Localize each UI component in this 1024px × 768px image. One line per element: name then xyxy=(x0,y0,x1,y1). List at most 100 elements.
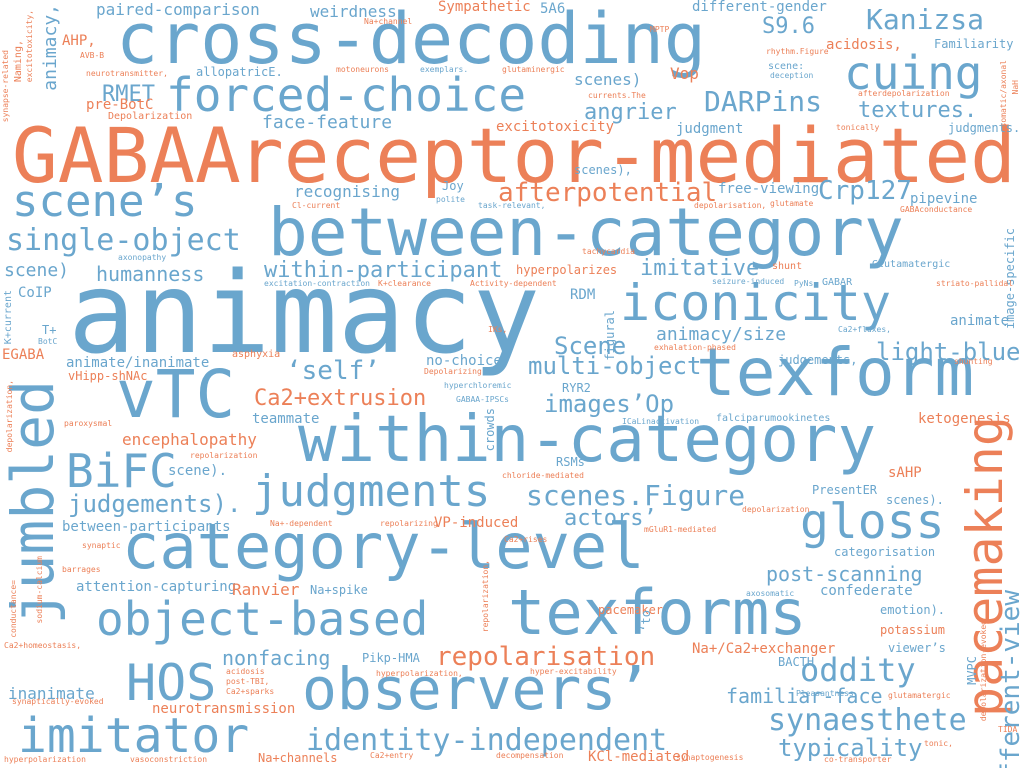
word: conductance= xyxy=(9,580,18,638)
word: RDM xyxy=(570,287,596,303)
word: depolarization xyxy=(742,505,810,514)
word: angrier xyxy=(584,100,677,125)
word: pipevine xyxy=(910,191,978,207)
word: repolarizing xyxy=(380,519,438,528)
word: Ca2+sparks xyxy=(226,687,275,696)
word: Ca2+rises xyxy=(504,535,548,544)
word: Scene xyxy=(554,332,627,360)
word: VP-induced xyxy=(434,515,519,531)
word: judgments xyxy=(252,466,491,517)
word: RYR2 xyxy=(562,381,591,395)
word: GABAA xyxy=(12,111,241,200)
word: Na+/Ca2+exchanger xyxy=(692,641,836,657)
word: RMET xyxy=(102,82,155,107)
word: animacy, xyxy=(40,4,61,91)
word: within-participant xyxy=(264,258,503,283)
word: pre-BotC xyxy=(86,97,154,113)
word: animate xyxy=(950,313,1010,329)
word: scenes), xyxy=(574,163,632,177)
word: scene). xyxy=(168,463,228,479)
word: tonically xyxy=(836,123,880,132)
word: potassium xyxy=(880,623,946,637)
word: tonic, xyxy=(924,739,953,748)
word: tachycardia xyxy=(582,247,635,256)
word: depolarisation, xyxy=(694,201,767,210)
word: GABAA-IPSCs xyxy=(456,395,509,404)
word: afterpotential xyxy=(498,178,718,208)
word: vasoconstriction xyxy=(130,755,208,764)
word: depolarization-evoked xyxy=(979,620,988,722)
word: scene’s xyxy=(12,176,198,227)
word: Vop xyxy=(670,64,699,83)
word: repolarization xyxy=(190,451,258,460)
word: rhythm.Figure xyxy=(766,47,829,56)
word: ketogenesis xyxy=(918,411,1011,427)
word: Glutamatergic xyxy=(872,259,951,270)
word: Naming, xyxy=(13,40,24,83)
word: somatic/axonal xyxy=(999,60,1008,128)
word: excitotoxicity xyxy=(496,119,615,135)
word: Na+channels xyxy=(258,751,338,765)
word: glutaminergic xyxy=(502,65,565,74)
word: Depolarizing xyxy=(424,367,482,376)
word: encephalopathy xyxy=(122,430,257,449)
word: iconicity xyxy=(620,274,891,332)
word: GABAconductance xyxy=(900,205,973,214)
word: imitator xyxy=(18,708,250,764)
word: T+ xyxy=(42,323,57,337)
word: synapse-related xyxy=(1,50,10,123)
word: chloride-mediated xyxy=(502,471,584,480)
word: seizure-induced xyxy=(712,277,785,286)
word: neurotransmitter, xyxy=(86,69,168,78)
word: barrages xyxy=(62,565,101,574)
word: decompensation xyxy=(496,751,564,760)
word: category-level xyxy=(122,510,645,583)
word: no-choice xyxy=(426,353,502,369)
word: textures. xyxy=(858,98,978,123)
word: teammate xyxy=(252,411,320,427)
word: scenes) xyxy=(574,70,642,89)
word: hyperpolarization xyxy=(4,755,86,764)
word: typicality xyxy=(778,734,923,762)
word: sAHP xyxy=(888,465,922,481)
word: DARPins xyxy=(704,85,823,118)
word: exemplars. xyxy=(420,65,469,74)
word: confederate xyxy=(820,583,913,599)
word: RSMs xyxy=(556,455,585,469)
word: shunting xyxy=(954,357,993,366)
word: scene: xyxy=(768,61,805,72)
word: oddity xyxy=(800,651,916,689)
word: different-gender xyxy=(692,0,827,15)
word: allopatricE. xyxy=(196,65,283,79)
word: Activity-dependent xyxy=(470,279,557,288)
word: excitation-contraction xyxy=(264,279,370,288)
word: synaesthete xyxy=(768,703,967,738)
word: Kanizsa xyxy=(866,3,985,36)
word: deception xyxy=(770,71,814,80)
word: synaptically-evoked xyxy=(12,697,104,706)
word: co-transporter xyxy=(824,755,892,764)
word: AVB-B xyxy=(80,51,105,60)
word: BotC xyxy=(38,337,58,346)
word: vHipp-shNAc xyxy=(68,369,148,383)
word: free-viewing xyxy=(718,181,820,197)
word: viewer’s xyxy=(888,641,946,655)
word: categorisation xyxy=(834,545,936,559)
word: IKs, xyxy=(488,325,508,334)
word: Ca2+entry xyxy=(370,751,414,760)
word: paired-comparison xyxy=(96,0,260,19)
word: ‘to xyxy=(639,610,653,632)
word: inanimate xyxy=(8,684,95,703)
word: paroxysmal xyxy=(64,419,113,428)
word: Na+-dependent xyxy=(270,519,333,528)
word: excitotoxicity, xyxy=(25,10,34,83)
word: between-category xyxy=(268,194,904,271)
word: forced-choice xyxy=(166,68,527,122)
word: multi-object xyxy=(528,352,702,380)
word: ‘self’ xyxy=(286,356,380,386)
word: face-feature xyxy=(262,112,393,133)
word: vTC xyxy=(116,356,236,433)
word: Joy xyxy=(442,179,464,193)
word: nonfacing xyxy=(222,646,331,670)
